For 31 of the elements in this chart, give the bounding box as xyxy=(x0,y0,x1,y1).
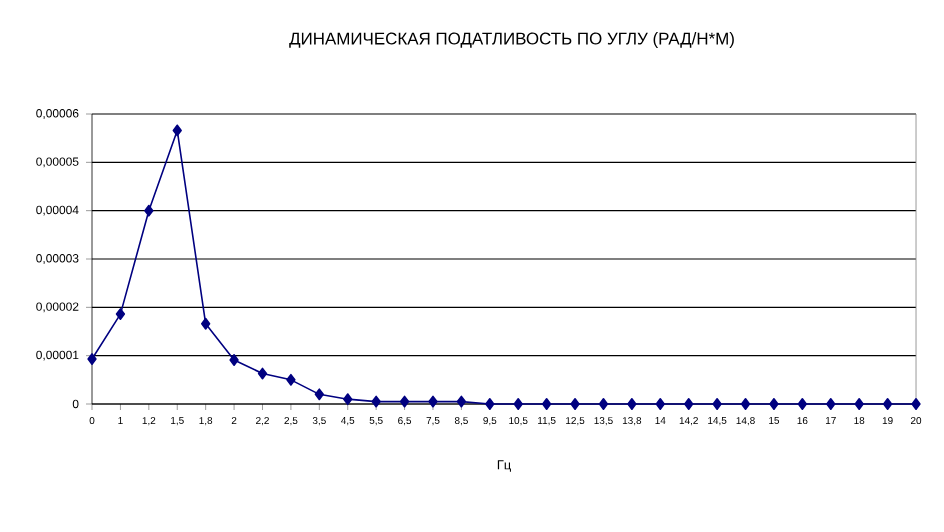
point xyxy=(598,398,609,410)
point xyxy=(257,367,268,380)
point xyxy=(428,395,438,408)
point xyxy=(570,398,580,410)
point xyxy=(115,308,126,321)
point xyxy=(513,398,523,410)
point xyxy=(826,398,836,410)
point xyxy=(627,398,637,410)
point xyxy=(200,317,211,330)
point xyxy=(172,124,182,137)
point xyxy=(911,398,921,410)
point xyxy=(740,398,751,410)
point xyxy=(456,395,467,408)
point xyxy=(87,353,97,366)
point xyxy=(854,398,864,410)
point xyxy=(399,395,410,408)
point xyxy=(343,393,353,406)
point xyxy=(655,398,665,410)
point xyxy=(684,398,694,410)
point xyxy=(314,388,325,401)
point xyxy=(882,398,893,410)
point xyxy=(797,398,808,410)
point xyxy=(485,398,495,410)
point xyxy=(541,398,552,410)
point xyxy=(144,204,154,217)
point xyxy=(712,398,722,410)
point xyxy=(769,398,779,410)
chart-title: ДИНАМИЧЕСКАЯ ПОДАТЛИВОСТЬ ПО УГЛУ (РАД/Н*М) xyxy=(289,32,734,48)
point xyxy=(286,373,296,386)
point xyxy=(229,354,239,366)
point xyxy=(371,395,381,408)
